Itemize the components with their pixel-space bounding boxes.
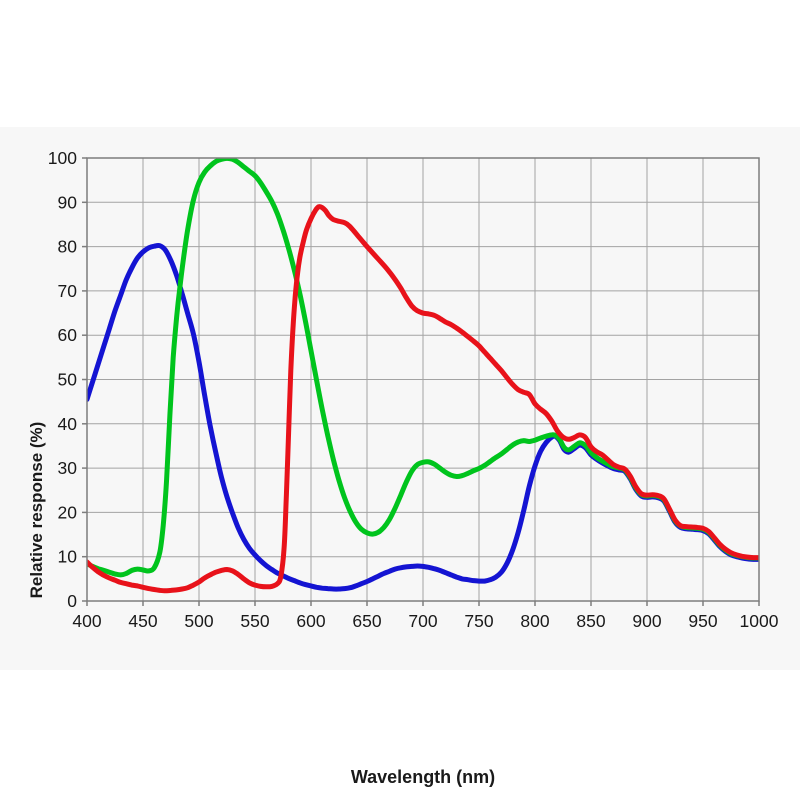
x-tick-label: 600	[296, 611, 325, 631]
y-axis-title: Relative response (%)	[27, 421, 46, 599]
y-tick-label: 80	[58, 237, 78, 257]
x-axis-title: Wavelength (nm)	[350, 767, 496, 787]
spectral-response-chart: 400 450 500 550 600 650 700 750 800 850 900 950 1000…	[48, 148, 779, 631]
x-tick-label: 800	[520, 611, 549, 631]
x-tick-label: 850	[576, 611, 605, 631]
y-tick-label: 0	[67, 591, 77, 611]
y-tick-label: 20	[58, 502, 78, 522]
y-tick-label: 30	[58, 458, 78, 478]
y-tick-label: 70	[58, 281, 78, 301]
x-tick-label: 900	[632, 611, 661, 631]
x-tick-label: 950	[688, 611, 717, 631]
y-tick-label: 50	[58, 370, 78, 390]
red-curve	[87, 204, 759, 594]
x-tick-label: 1000	[740, 611, 779, 631]
x-tick-label: 700	[408, 611, 437, 631]
y-tick-label: 60	[58, 325, 78, 345]
y-tick-label: 40	[58, 414, 78, 434]
x-tick-label: 500	[184, 611, 213, 631]
x-tick-label: 750	[464, 611, 493, 631]
chart-panel: 400 450 500 550 600 650 700 750 800 850 900 950 1000…	[0, 127, 800, 670]
x-tick-label: 650	[352, 611, 381, 631]
y-tick-label: 90	[58, 192, 78, 212]
plot-frame	[86, 157, 760, 602]
y-tick-label: 10	[58, 547, 78, 567]
x-tick-label: 550	[240, 611, 269, 631]
y-tick-label: 100	[48, 148, 77, 168]
x-tick-label: 450	[128, 611, 157, 631]
x-tick-label: 400	[72, 611, 101, 631]
